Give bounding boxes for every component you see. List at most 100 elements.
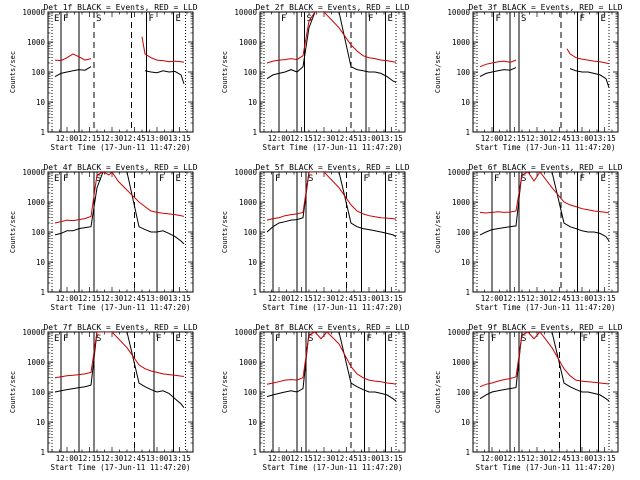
time-marker-label: E [176,334,181,344]
y-tick-label: 10 [36,418,46,427]
plot-frame [259,331,406,453]
series-line-events [479,172,610,242]
x-tick-label: 13:15 [593,454,616,463]
data-group [54,332,185,409]
series-line-events [266,172,397,238]
x-tick-label: 12:45 [548,454,571,463]
y-tick-label: 1 [252,448,257,457]
y-tick-label: 10000 [447,328,470,337]
y-axis-label: Counts/sec [9,371,17,413]
x-tick-label: 13:15 [593,134,616,143]
y-tick-label: 1 [252,128,257,137]
time-marker-label: S [96,334,101,344]
y-tick-label: 1000 [239,198,258,207]
x-tick-label: 12:00 [56,134,79,143]
x-axis-label: Start Time (17-Jun-11 11:47:20) [476,463,616,472]
x-axis-label: Start Time (17-Jun-11 11:47:20) [476,143,616,152]
x-tick-label: 13:00 [358,294,381,303]
series-line-events [54,172,185,245]
x-tick-label: 12:00 [56,454,79,463]
x-axis-label: Start Time (17-Jun-11 11:47:20) [263,303,403,312]
time-marker-label: E [388,334,393,344]
x-tick-label: 12:30 [526,454,549,463]
chart-title: Det_7f BLACK = Events, RED = LLD [43,323,197,332]
plot-frame [259,11,406,133]
x-tick-label: 13:00 [571,134,594,143]
x-tick-label: 12:15 [78,294,101,303]
data-group [479,172,610,242]
series-line-lld [54,36,185,63]
x-axis-label: Start Time (17-Jun-11 11:47:20) [263,143,403,152]
chart-panel: Det_3f BLACK = Events, RED = LLD 1 10 100 10… [434,3,623,152]
y-axis-label: Counts/sec [221,371,229,413]
x-tick-label: 12:00 [481,134,504,143]
chart-title: Det_4f BLACK = Events, RED = LLD [43,163,197,172]
chart-panel: Det_6f BLACK = Events, RED = LLD 1 10 100 10… [434,163,623,312]
y-tick-label: 100 [456,68,470,77]
y-tick-label: 10 [36,258,46,267]
chart-panel: Det_9f BLACK = Events, RED = LLD 1 10 100 10… [434,323,623,472]
series-line-events [479,67,610,88]
x-tick-label: 12:15 [503,294,526,303]
y-tick-label: 10 [461,258,471,267]
time-marker-label: F [156,334,161,344]
x-tick-label: 12:45 [548,294,571,303]
time-marker-label: F [494,174,499,184]
y-tick-label: 100 [456,388,470,397]
x-tick-label: 12:45 [123,294,146,303]
x-tick-label: 13:15 [380,454,403,463]
series-line-events [266,12,397,83]
x-tick-label: 13:00 [571,454,594,463]
y-axis-label: Counts/sec [9,211,17,253]
data-group [54,172,185,245]
time-marker-label: F [364,174,369,184]
y-tick-label: 10000 [234,168,257,177]
chart-panel: Det_2f BLACK = Events, RED = LLD 1 10 100 10… [221,3,410,152]
series-line-lld [54,332,185,379]
time-marker-label: F [580,174,585,184]
y-tick-label: 1000 [239,38,258,47]
time-marker-label: E [601,174,606,184]
y-axis-label: Counts/sec [434,371,442,413]
y-tick-label: 1 [40,448,45,457]
x-tick-label: 13:15 [593,294,616,303]
y-tick-label: 1 [40,288,45,297]
x-tick-label: 13:00 [358,454,381,463]
y-axis-label: Counts/sec [434,211,442,253]
series-line-lld [266,172,397,221]
chart-panel: Det_8f BLACK = Events, RED = LLD 1 10 100 10… [221,323,410,472]
x-axis-label: Start Time (17-Jun-11 11:47:20) [476,303,616,312]
x-tick-label: 12:00 [268,294,291,303]
time-marker-label: F [63,14,68,24]
y-axis-label: Counts/sec [434,51,442,93]
data-group [266,12,397,83]
y-tick-label: 100 [31,68,45,77]
y-tick-label: 1 [252,288,257,297]
time-marker-label: F [368,14,373,24]
x-tick-label: 12:30 [101,134,124,143]
x-tick-label: 13:00 [146,454,169,463]
time-marker-label: F [63,174,68,184]
x-tick-label: 12:45 [335,294,358,303]
series-line-lld [54,172,185,224]
data-group [479,332,610,402]
y-tick-label: 1 [40,128,45,137]
y-tick-label: 1000 [239,358,258,367]
x-tick-label: 12:30 [313,134,336,143]
x-axis-label: Start Time (17-Jun-11 11:47:20) [51,463,191,472]
series-line-lld [266,12,397,64]
y-tick-label: 1 [465,448,470,457]
chart-panel: Det_7f BLACK = Events, RED = LLD 1 10 100 10… [9,323,198,472]
x-tick-label: 12:30 [526,294,549,303]
x-tick-label: 12:15 [78,134,101,143]
chart-title: Det_8f BLACK = Events, RED = LLD [255,323,409,332]
time-marker-label: F [580,14,585,24]
x-tick-label: 12:30 [101,294,124,303]
x-tick-label: 12:15 [503,134,526,143]
x-tick-label: 12:45 [335,134,358,143]
chart-panel: Det_1f BLACK = Events, RED = LLD 1 10 100 10… [9,3,198,152]
x-tick-label: 12:45 [548,134,571,143]
time-marker-label: E [601,14,606,24]
series-line-lld [266,332,397,385]
